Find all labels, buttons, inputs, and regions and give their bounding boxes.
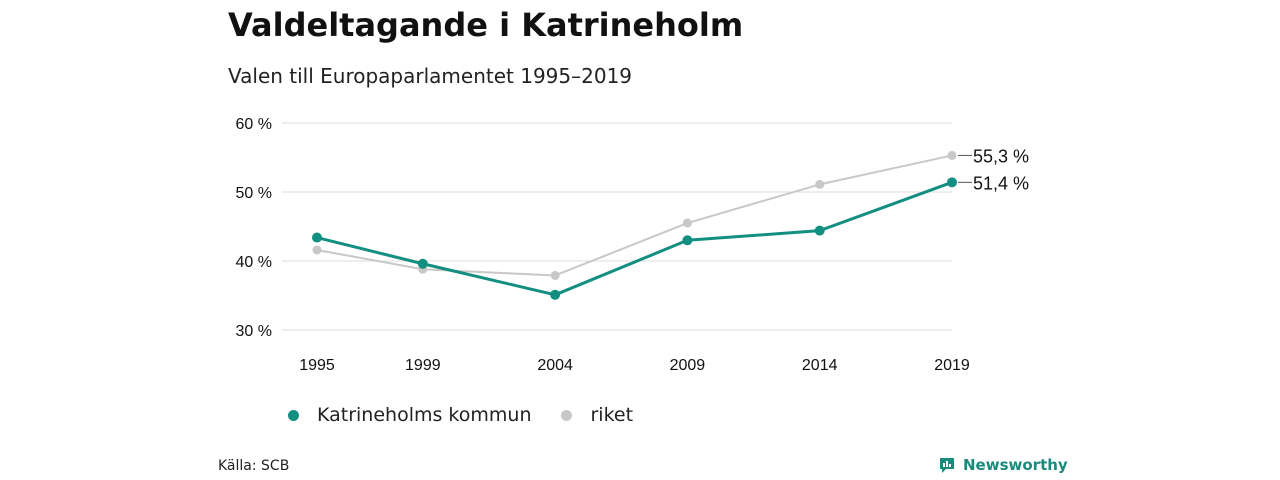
data-point (312, 232, 322, 243)
legend: Katrineholms kommun riket (288, 404, 663, 426)
x-tick-label: 2019 (934, 357, 970, 374)
data-point (814, 225, 825, 236)
data-point (682, 218, 692, 228)
end-value-label: 55,3 % (973, 146, 1029, 166)
chart-title: Valdeltagande i Katrineholm (228, 6, 744, 44)
data-point (947, 150, 957, 160)
line-chart: 30 % 40 % 50 % 60 % 1995 1999 2004 2009 2014 2019… (236, 116, 1030, 374)
x-tick-label: 1995 (299, 357, 335, 374)
brand-logo: Newsworthy (938, 456, 1068, 474)
x-tick-label: 2014 (802, 357, 838, 374)
y-tick-label: 40 % (236, 254, 272, 271)
legend-item-riket: riket (561, 404, 633, 426)
end-value-label: 51,4 % (973, 173, 1029, 193)
legend-label: Katrineholms kommun (317, 404, 532, 426)
series-line (316, 180, 953, 297)
y-tick-label: 60 % (236, 116, 272, 133)
data-point (815, 179, 825, 189)
data-point (550, 270, 560, 280)
data-point (550, 289, 561, 300)
legend-dot-icon (288, 409, 299, 421)
x-tick-label: 2004 (537, 357, 573, 374)
y-tick-label: 30 % (236, 323, 272, 340)
chart-subtitle: Valen till Europaparlamentet 1995–2019 (228, 64, 633, 88)
data-point (947, 177, 957, 188)
series-line (316, 154, 953, 277)
data-point (312, 245, 322, 255)
x-tick-label: 1999 (405, 357, 441, 374)
x-tick-label: 2009 (670, 357, 706, 374)
brand-name: Newsworthy (963, 456, 1068, 474)
source-note: Källa: SCB (218, 458, 290, 474)
y-tick-label: 50 % (236, 185, 272, 202)
data-point (682, 235, 693, 246)
newsworthy-logo-icon (940, 458, 954, 473)
legend-item-katrineholm: Katrineholms kommun (288, 404, 531, 426)
data-point (417, 258, 428, 269)
legend-dot-icon (561, 409, 573, 421)
legend-label: riket (590, 404, 634, 426)
